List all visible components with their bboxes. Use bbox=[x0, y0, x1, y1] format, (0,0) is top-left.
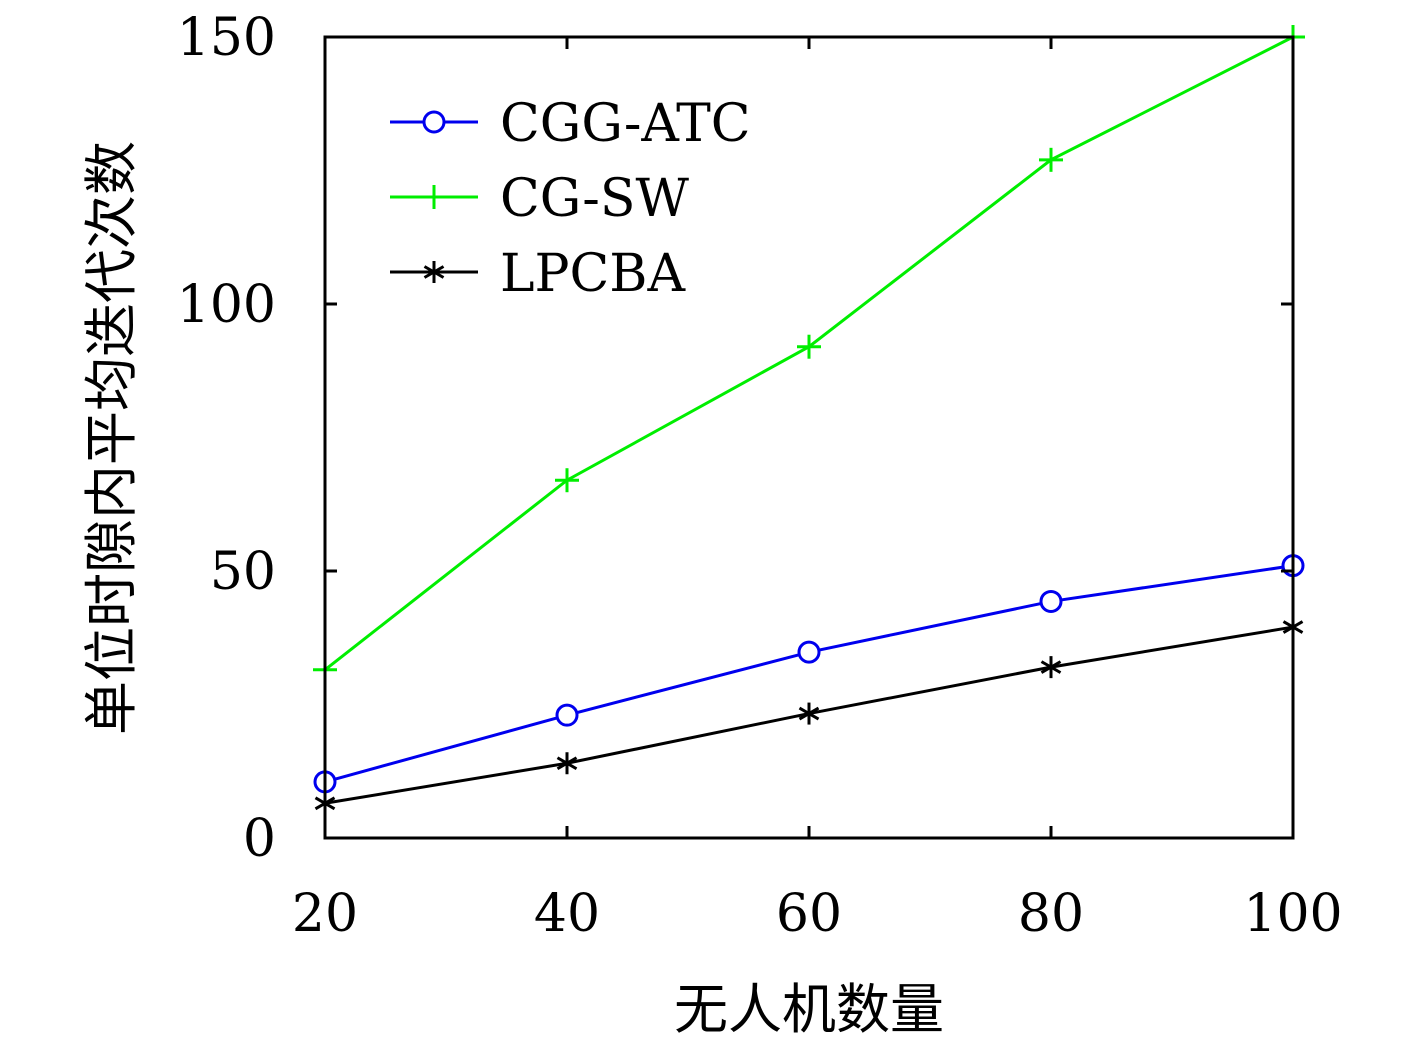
data-point-cgg-atc bbox=[555, 703, 579, 727]
data-point-cg-sw bbox=[797, 334, 821, 359]
legend-marker bbox=[422, 110, 446, 134]
legend-item-cgg-atc: CGG-ATC bbox=[390, 94, 751, 154]
y-tick-label: 150 bbox=[177, 8, 276, 68]
legend-item-cg-sw: CG-SW bbox=[390, 169, 689, 229]
legend-item-lpcba: LPCBA bbox=[390, 244, 687, 304]
y-tick-label: 50 bbox=[210, 542, 276, 602]
legend-label: CGG-ATC bbox=[500, 94, 751, 154]
data-point-cgg-atc bbox=[1039, 589, 1063, 613]
x-tick-label: 40 bbox=[534, 884, 600, 944]
y-tick-label: 0 bbox=[243, 809, 276, 869]
data-point-cg-sw bbox=[555, 468, 579, 493]
legend-label: CG-SW bbox=[500, 169, 689, 229]
legend-marker bbox=[422, 185, 446, 209]
series-layer bbox=[313, 25, 1305, 815]
x-tick-label: 80 bbox=[1018, 884, 1084, 944]
series-line-cgg-atc bbox=[324, 564, 1294, 784]
legend-label: LPCBA bbox=[500, 244, 687, 304]
data-point-lpcba bbox=[1040, 656, 1062, 679]
x-tick-label: 100 bbox=[1243, 884, 1342, 944]
ticks-layer: 20 40 60 80 100 0 50 100 150 bbox=[177, 8, 1343, 944]
data-point-cgg-atc bbox=[797, 640, 821, 664]
x-tick-label: 20 bbox=[292, 884, 358, 944]
legend-marker bbox=[423, 261, 445, 283]
data-point-cg-sw bbox=[1039, 147, 1063, 172]
x-axis-title: 无人机数量 bbox=[674, 978, 944, 1037]
y-tick-label: 100 bbox=[177, 275, 276, 335]
data-point-lpcba bbox=[556, 752, 578, 775]
y-axis-title: 单位时隙内平均迭代次数 bbox=[80, 141, 143, 735]
x-tick-label: 60 bbox=[776, 884, 842, 944]
data-point-lpcba bbox=[798, 702, 820, 725]
legend: CGG-ATC CG-SW LPCBA bbox=[390, 94, 751, 304]
